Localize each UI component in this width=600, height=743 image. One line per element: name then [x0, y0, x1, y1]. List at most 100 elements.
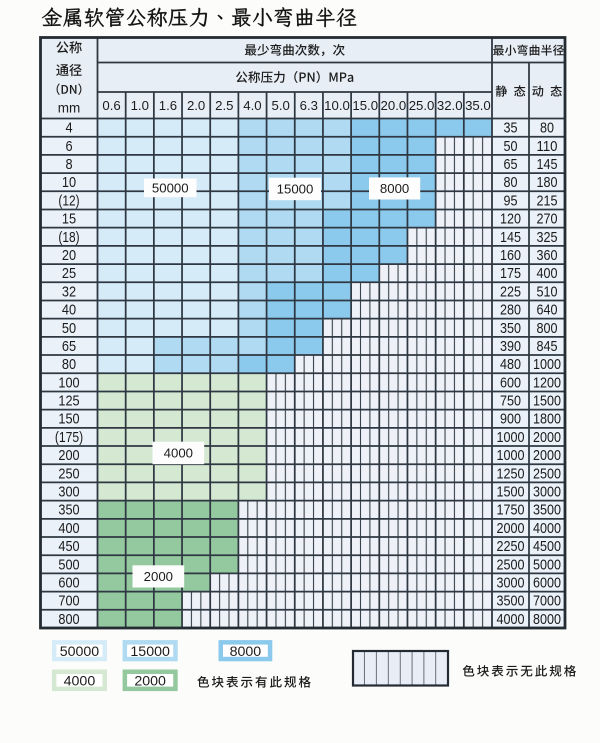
svg-text:845: 845	[537, 339, 558, 355]
svg-text:0.6: 0.6	[102, 98, 120, 113]
svg-text:(18): (18)	[58, 230, 79, 246]
svg-text:(12): (12)	[58, 193, 79, 209]
svg-text:1250: 1250	[497, 466, 525, 482]
svg-text:4000: 4000	[497, 612, 525, 628]
svg-text:mm: mm	[58, 101, 81, 116]
svg-text:1500: 1500	[497, 485, 525, 501]
svg-text:20: 20	[62, 248, 76, 264]
svg-text:5.0: 5.0	[271, 98, 289, 113]
svg-text:215: 215	[537, 193, 558, 209]
svg-text:350: 350	[500, 321, 521, 337]
svg-text:8: 8	[65, 157, 72, 173]
svg-text:2000: 2000	[144, 569, 173, 584]
svg-text:400: 400	[58, 521, 79, 537]
svg-text:510: 510	[537, 284, 558, 300]
svg-text:80: 80	[504, 175, 518, 191]
svg-text:95: 95	[504, 193, 518, 209]
svg-text:8000: 8000	[380, 181, 409, 196]
svg-text:750: 750	[500, 394, 521, 410]
svg-text:35.0: 35.0	[465, 98, 491, 113]
svg-text:350: 350	[58, 503, 79, 519]
svg-text:65: 65	[62, 339, 76, 355]
svg-text:10.0: 10.0	[324, 98, 350, 113]
svg-text:180: 180	[537, 175, 558, 191]
svg-text:500: 500	[58, 557, 79, 573]
svg-text:145: 145	[537, 157, 558, 173]
svg-text:80: 80	[62, 357, 76, 373]
svg-text:3000: 3000	[533, 485, 561, 501]
svg-text:1.6: 1.6	[159, 98, 177, 113]
svg-text:1000: 1000	[497, 448, 525, 464]
svg-text:4000: 4000	[533, 521, 561, 537]
svg-text:3500: 3500	[533, 503, 561, 519]
svg-text:8000: 8000	[533, 612, 561, 628]
svg-text:2500: 2500	[497, 557, 525, 573]
svg-text:125: 125	[58, 394, 79, 410]
svg-text:360: 360	[537, 248, 558, 264]
svg-text:6: 6	[65, 139, 72, 155]
svg-text:160: 160	[500, 248, 521, 264]
svg-text:100: 100	[58, 375, 79, 391]
svg-text:2000: 2000	[134, 674, 166, 690]
svg-text:450: 450	[58, 539, 79, 555]
svg-text:2000: 2000	[533, 448, 561, 464]
svg-text:400: 400	[537, 266, 558, 282]
svg-text:15.0: 15.0	[352, 98, 378, 113]
svg-text:20.0: 20.0	[381, 98, 407, 113]
svg-text:600: 600	[500, 375, 521, 391]
svg-text:35: 35	[504, 121, 518, 137]
svg-text:80: 80	[540, 121, 554, 137]
svg-text:4500: 4500	[533, 539, 561, 555]
svg-text:50: 50	[504, 139, 518, 155]
svg-text:2500: 2500	[533, 466, 561, 482]
svg-text:640: 640	[537, 303, 558, 319]
svg-text:4: 4	[65, 121, 72, 137]
svg-text:50000: 50000	[152, 181, 189, 196]
svg-text:1200: 1200	[533, 375, 561, 391]
svg-text:120: 120	[500, 212, 521, 228]
svg-text:15000: 15000	[277, 182, 314, 197]
svg-text:40: 40	[62, 303, 76, 319]
svg-text:6.3: 6.3	[300, 98, 318, 113]
svg-text:10: 10	[62, 175, 76, 191]
svg-text:480: 480	[500, 357, 521, 373]
svg-text:200: 200	[58, 448, 79, 464]
svg-text:8000: 8000	[230, 644, 262, 660]
svg-text:5000: 5000	[533, 557, 561, 573]
svg-text:700: 700	[58, 594, 79, 610]
svg-text:300: 300	[58, 485, 79, 501]
svg-text:600: 600	[58, 576, 79, 592]
svg-text:25.0: 25.0	[409, 98, 435, 113]
svg-text:145: 145	[500, 230, 521, 246]
svg-text:4000: 4000	[64, 674, 96, 690]
svg-text:325: 325	[537, 230, 558, 246]
svg-text:3000: 3000	[497, 576, 525, 592]
svg-text:1.0: 1.0	[131, 98, 149, 113]
svg-text:15: 15	[62, 212, 76, 228]
svg-text:4.0: 4.0	[243, 98, 261, 113]
svg-text:25: 25	[62, 266, 76, 282]
svg-text:2000: 2000	[497, 521, 525, 537]
svg-text:50000: 50000	[60, 644, 100, 660]
svg-text:15000: 15000	[130, 644, 170, 660]
svg-text:390: 390	[500, 339, 521, 355]
svg-text:150: 150	[58, 412, 79, 428]
svg-text:4000: 4000	[164, 446, 193, 461]
svg-text:32.0: 32.0	[437, 98, 463, 113]
svg-text:110: 110	[537, 139, 558, 155]
svg-text:800: 800	[537, 321, 558, 337]
svg-text:900: 900	[500, 412, 521, 428]
svg-text:50: 50	[62, 321, 76, 337]
svg-text:280: 280	[500, 303, 521, 319]
svg-text:2250: 2250	[497, 539, 525, 555]
svg-text:2.5: 2.5	[215, 98, 233, 113]
svg-text:7000: 7000	[533, 594, 561, 610]
svg-text:1500: 1500	[533, 394, 561, 410]
svg-text:2.0: 2.0	[187, 98, 205, 113]
svg-text:3500: 3500	[497, 594, 525, 610]
svg-text:1750: 1750	[497, 503, 525, 519]
svg-text:(175): (175)	[55, 430, 83, 446]
svg-text:1800: 1800	[533, 412, 561, 428]
svg-text:270: 270	[537, 212, 558, 228]
svg-text:1000: 1000	[533, 357, 561, 373]
